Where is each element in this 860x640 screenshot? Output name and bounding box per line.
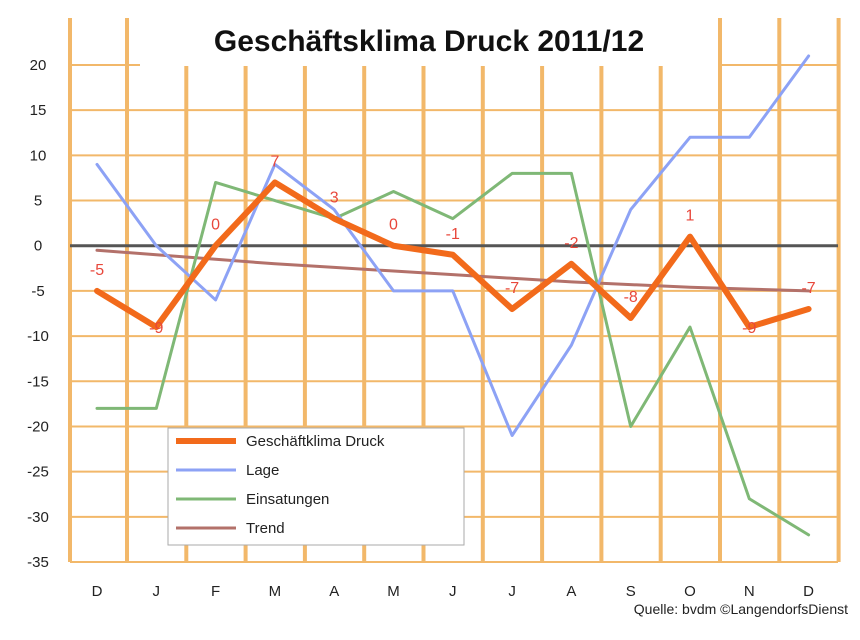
y-axis: 20 15 10 5 0 -5 -10 -15 -20 -25 -30 -35: [27, 57, 49, 571]
y-tick-label: -25: [27, 464, 49, 481]
x-tick-label: J: [508, 583, 516, 600]
legend-label: Einsatungen: [246, 491, 329, 508]
x-tick-label: D: [92, 583, 103, 600]
series-line-0: [94, 179, 812, 331]
x-tick-label: J: [449, 583, 457, 600]
x-tick-label: M: [387, 583, 400, 600]
x-tick-label: A: [566, 583, 576, 600]
y-tick-label: 20: [30, 57, 47, 74]
y-tick-label: -30: [27, 509, 49, 526]
y-tick-label: -15: [27, 373, 49, 390]
data-label: -8: [624, 289, 638, 306]
series-line-2: [95, 171, 811, 537]
data-label: -7: [801, 280, 815, 297]
x-tick-label: F: [211, 583, 220, 600]
data-labels: -5 -9 0 7 3 0 -1 -7 -2 -8 1 -9 -7: [90, 153, 816, 337]
series-line-1: [95, 54, 811, 437]
y-tick-label: -20: [27, 418, 49, 435]
series-line-3: [95, 248, 811, 293]
data-label: -1: [446, 226, 460, 243]
x-tick-label: N: [744, 583, 755, 600]
data-label: 0: [211, 217, 220, 234]
legend-label: Geschäftklima Druck: [246, 433, 385, 450]
y-tick-label: 10: [30, 147, 47, 164]
y-tick-label: 15: [30, 102, 47, 119]
x-tick-label: O: [684, 583, 696, 600]
source-note: Quelle: bvdm ©LangendorfsDienst: [634, 601, 848, 617]
y-tick-label: 5: [34, 193, 42, 210]
data-label: -9: [149, 320, 163, 337]
data-label: 0: [389, 217, 398, 234]
y-tick-label: -35: [27, 554, 49, 571]
series-layer: [94, 54, 812, 537]
legend-label: Lage: [246, 462, 279, 479]
legend: Geschäftklima Druck Lage Einsatungen Trend: [167, 427, 465, 546]
legend-box: [167, 427, 465, 546]
legend-label: Trend: [246, 520, 285, 537]
data-label: -7: [505, 280, 519, 297]
x-tick-label: J: [153, 583, 161, 600]
data-label: -2: [564, 235, 578, 252]
data-label: -9: [742, 320, 756, 337]
title-backdrop: [140, 12, 718, 66]
y-tick-label: 0: [34, 238, 42, 255]
y-tick-label: -5: [31, 283, 44, 300]
data-label: 1: [686, 208, 695, 225]
chart-title: Geschäftsklima Druck 2011/12: [214, 25, 644, 58]
x-tick-label: A: [329, 583, 339, 600]
data-label: 7: [270, 153, 279, 170]
x-tick-label: D: [803, 583, 814, 600]
x-tick-label: M: [269, 583, 282, 600]
data-label: -5: [90, 262, 104, 279]
x-tick-label: S: [626, 583, 636, 600]
y-tick-label: -10: [27, 328, 49, 345]
data-label: 3: [330, 190, 339, 207]
